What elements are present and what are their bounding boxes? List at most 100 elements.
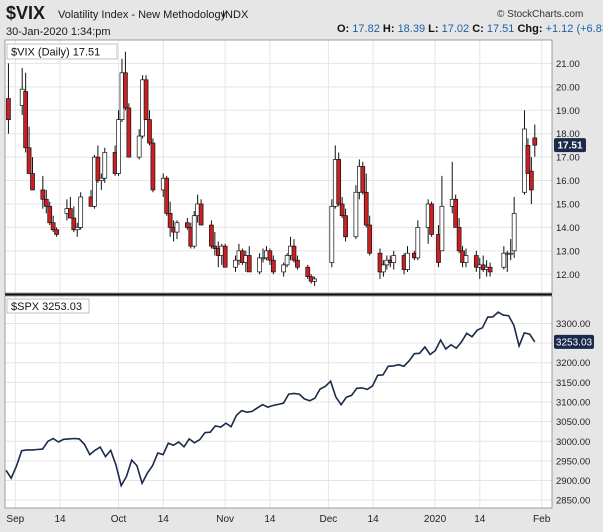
spx-panel-border: [4, 295, 553, 509]
symbol-description: Volatility Index - New Methodology: [58, 9, 227, 21]
open-value: 17.82: [352, 23, 380, 35]
vix-candle-down: [456, 227, 462, 252]
vix-candle-up: [329, 205, 335, 263]
change-value: +1.12 (+6.83%): [545, 23, 603, 35]
spx-panel-label-box: [6, 298, 90, 314]
x-tick-label: Sep: [6, 514, 24, 525]
vix-last-value-tag: [554, 138, 586, 153]
vix-candle-down: [429, 203, 434, 235]
vix-candle-down: [473, 255, 479, 268]
vix-y-tick-label: 16.00: [556, 176, 580, 187]
vix-candle-down: [295, 259, 300, 268]
vix-candle-down: [525, 145, 531, 174]
vix-candle-down: [246, 255, 252, 273]
vix-candle-down: [26, 147, 32, 174]
vix-candle-up: [260, 257, 266, 260]
vix-candle-down: [54, 229, 59, 235]
vix-candle-down: [198, 203, 204, 226]
vix-candle-up: [136, 135, 142, 158]
vix-candle-down: [222, 245, 228, 268]
vix-y-tick-label: 17.00: [556, 153, 580, 164]
vix-y-tick-label: 13.00: [556, 246, 580, 257]
spx-y-tick-label: 2900.00: [556, 476, 590, 487]
open-label: O:: [337, 23, 350, 35]
vix-candle-down: [453, 198, 459, 228]
vix-candle-down: [6, 98, 11, 120]
x-tick-label: Dec: [319, 514, 337, 525]
x-tick-label: 2020: [424, 514, 447, 525]
vix-candle-down: [487, 266, 493, 273]
vix-candle-down: [164, 177, 170, 214]
x-tick-label: 14: [158, 514, 170, 525]
vix-candle-down: [367, 224, 373, 254]
spx-panel-label: $SPX 3253.03: [11, 301, 82, 313]
vix-candle-down: [126, 107, 132, 158]
vix-y-tick-label: 14.00: [556, 223, 580, 234]
spx-y-tick-label: 3200.00: [556, 358, 590, 369]
vix-y-tick-label: 20.00: [556, 82, 580, 93]
spx-y-tick-label: 2850.00: [556, 496, 590, 507]
vix-candle-down: [363, 191, 369, 226]
vix-candle-down: [167, 213, 173, 228]
x-tick-label: Feb: [533, 514, 551, 525]
spx-y-tick-label: 3300.00: [556, 319, 590, 330]
vix-candle-down: [529, 170, 534, 191]
vix-panel-border: [4, 39, 553, 294]
change-label: Chg:: [517, 23, 543, 35]
spx-y-tick-label: 3050.00: [556, 417, 590, 428]
vix-candle-down: [143, 79, 149, 120]
vix-candle-down: [267, 250, 273, 261]
ohlc-readout: O: 17.82 H: 18.39 L: 17.02 C: 17.51 Chg:…: [337, 23, 603, 35]
high-value: 18.39: [397, 23, 426, 35]
low-value: 17.02: [441, 23, 470, 35]
spx-line: [5, 311, 536, 488]
vix-candle-down: [68, 208, 73, 219]
vix-candle-down: [360, 166, 366, 193]
spx-y-tick-label: 3150.00: [556, 378, 590, 389]
vix-candle-down: [71, 217, 77, 231]
vix-candle-down: [43, 198, 49, 207]
vix-candle-up: [381, 264, 386, 273]
vix-candle-down: [377, 252, 383, 273]
x-tick-label: 14: [264, 514, 276, 525]
vix-candle-up: [284, 255, 290, 266]
vix-candle-down: [123, 72, 128, 109]
x-tick-label: Oct: [111, 514, 127, 525]
vix-candle-up: [415, 227, 421, 259]
vix-candle-up: [508, 252, 514, 255]
vix-y-tick-label: 12.00: [556, 270, 580, 281]
vix-y-tick-label: 15.00: [556, 199, 580, 210]
spx-last-value-tag: [554, 334, 594, 349]
vix-candle-down: [147, 119, 152, 144]
spx-y-tick-label: 3000.00: [556, 437, 590, 448]
vix-candle-down: [532, 137, 538, 146]
vix-candle-up: [233, 259, 238, 268]
close-value: 17.51: [486, 23, 515, 35]
vix-candle-down: [343, 215, 348, 238]
vix-candle-up: [312, 278, 317, 282]
vix-candle-down: [291, 245, 297, 261]
vix-candle-up: [257, 257, 262, 273]
x-tick-label: 14: [474, 514, 486, 525]
vix-candle-up: [74, 227, 80, 231]
vix-last-value-text: 17.51: [557, 141, 582, 152]
vix-candle-down: [95, 156, 101, 181]
vix-candle-up: [405, 252, 410, 270]
vix-candle-up: [191, 215, 197, 247]
timestamp-label: 30-Jan-2020 1:34:pm: [6, 26, 111, 38]
vix-candle-up: [281, 264, 287, 273]
vix-y-tick-label: 21.00: [556, 59, 580, 70]
vix-y-tick-label: 18.00: [556, 129, 580, 140]
vix-candle-up: [92, 156, 97, 207]
vix-candle-up: [116, 119, 121, 174]
vix-panel-background: [5, 40, 552, 293]
vix-candle-down: [40, 189, 46, 200]
vix-candle-up: [501, 252, 507, 268]
spx-last-value-text: 3253.03: [556, 337, 593, 348]
vix-candle-down: [339, 203, 345, 217]
vix-candle-up: [511, 213, 517, 252]
vix-candle-up: [463, 255, 469, 263]
low-label: L:: [428, 23, 439, 35]
